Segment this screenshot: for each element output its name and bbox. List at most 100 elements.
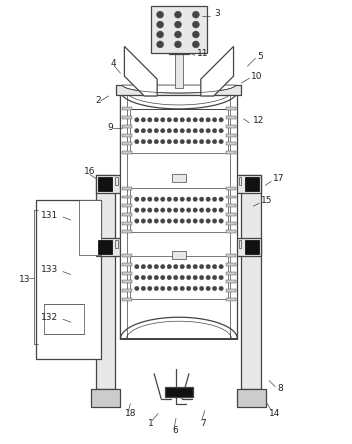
Bar bbox=[44, 304, 84, 334]
Circle shape bbox=[193, 21, 199, 28]
Bar bbox=[226, 107, 235, 111]
Circle shape bbox=[154, 265, 158, 269]
Bar bbox=[122, 281, 132, 283]
Circle shape bbox=[193, 265, 197, 269]
Text: 15: 15 bbox=[261, 196, 273, 205]
Circle shape bbox=[154, 286, 158, 291]
Bar bbox=[122, 187, 132, 190]
Bar bbox=[245, 240, 259, 254]
Circle shape bbox=[219, 197, 223, 202]
Circle shape bbox=[141, 208, 145, 212]
Circle shape bbox=[161, 129, 165, 133]
Circle shape bbox=[135, 208, 139, 212]
Circle shape bbox=[180, 129, 184, 133]
Circle shape bbox=[219, 139, 223, 144]
Bar bbox=[122, 116, 132, 119]
Polygon shape bbox=[124, 46, 157, 96]
Text: 10: 10 bbox=[251, 71, 263, 81]
Bar bbox=[96, 175, 115, 388]
Bar bbox=[172, 251, 186, 259]
Circle shape bbox=[161, 286, 165, 291]
Circle shape bbox=[193, 219, 197, 223]
Bar bbox=[226, 125, 235, 128]
Text: 132: 132 bbox=[41, 313, 58, 322]
Circle shape bbox=[213, 129, 217, 133]
Circle shape bbox=[147, 118, 152, 122]
Bar bbox=[226, 204, 235, 207]
Bar bbox=[115, 240, 119, 248]
Bar bbox=[169, 44, 189, 54]
Text: 12: 12 bbox=[253, 116, 265, 125]
Bar bbox=[226, 151, 235, 154]
Circle shape bbox=[174, 208, 178, 212]
Circle shape bbox=[206, 219, 210, 223]
Bar bbox=[96, 238, 261, 256]
Bar bbox=[226, 134, 235, 137]
Circle shape bbox=[180, 118, 184, 122]
Circle shape bbox=[174, 129, 178, 133]
Circle shape bbox=[200, 118, 204, 122]
Circle shape bbox=[219, 286, 223, 291]
Circle shape bbox=[219, 208, 223, 212]
Text: 8: 8 bbox=[277, 384, 283, 393]
Circle shape bbox=[206, 129, 210, 133]
Bar bbox=[172, 174, 186, 182]
Bar bbox=[226, 298, 235, 301]
Bar bbox=[130, 188, 228, 232]
Bar bbox=[122, 195, 132, 198]
Circle shape bbox=[213, 265, 217, 269]
Circle shape bbox=[167, 197, 171, 202]
Circle shape bbox=[141, 275, 145, 280]
Text: 2: 2 bbox=[96, 96, 101, 106]
Circle shape bbox=[147, 275, 152, 280]
Circle shape bbox=[219, 265, 223, 269]
Circle shape bbox=[200, 129, 204, 133]
Circle shape bbox=[200, 286, 204, 291]
Circle shape bbox=[161, 197, 165, 202]
Text: 11: 11 bbox=[197, 49, 208, 58]
Bar bbox=[226, 222, 235, 225]
Text: 4: 4 bbox=[111, 59, 116, 68]
Circle shape bbox=[219, 275, 223, 280]
Bar bbox=[226, 289, 235, 292]
Text: 9: 9 bbox=[108, 123, 113, 132]
Bar bbox=[226, 187, 235, 190]
Circle shape bbox=[200, 219, 204, 223]
Circle shape bbox=[141, 139, 145, 144]
Bar bbox=[226, 281, 235, 283]
Circle shape bbox=[193, 139, 197, 144]
Circle shape bbox=[175, 31, 182, 38]
Bar bbox=[226, 116, 235, 119]
Circle shape bbox=[206, 208, 210, 212]
Bar bbox=[130, 256, 228, 299]
Circle shape bbox=[187, 118, 191, 122]
Circle shape bbox=[174, 197, 178, 202]
Text: 13: 13 bbox=[19, 275, 31, 284]
Bar bbox=[122, 204, 132, 207]
Circle shape bbox=[213, 219, 217, 223]
Circle shape bbox=[213, 139, 217, 144]
Circle shape bbox=[174, 286, 178, 291]
Circle shape bbox=[141, 197, 145, 202]
Circle shape bbox=[200, 197, 204, 202]
Circle shape bbox=[213, 208, 217, 212]
Circle shape bbox=[154, 139, 158, 144]
Circle shape bbox=[141, 129, 145, 133]
Circle shape bbox=[167, 129, 171, 133]
Circle shape bbox=[175, 21, 182, 28]
Bar bbox=[151, 6, 207, 53]
Bar bbox=[239, 240, 241, 248]
Circle shape bbox=[206, 197, 210, 202]
Circle shape bbox=[193, 275, 197, 280]
Bar bbox=[122, 254, 132, 257]
Circle shape bbox=[167, 265, 171, 269]
Bar bbox=[98, 177, 112, 191]
Circle shape bbox=[193, 197, 197, 202]
Circle shape bbox=[193, 118, 197, 122]
Circle shape bbox=[206, 275, 210, 280]
Circle shape bbox=[161, 118, 165, 122]
Circle shape bbox=[180, 139, 184, 144]
Circle shape bbox=[174, 139, 178, 144]
Bar bbox=[130, 109, 228, 153]
Circle shape bbox=[167, 219, 171, 223]
